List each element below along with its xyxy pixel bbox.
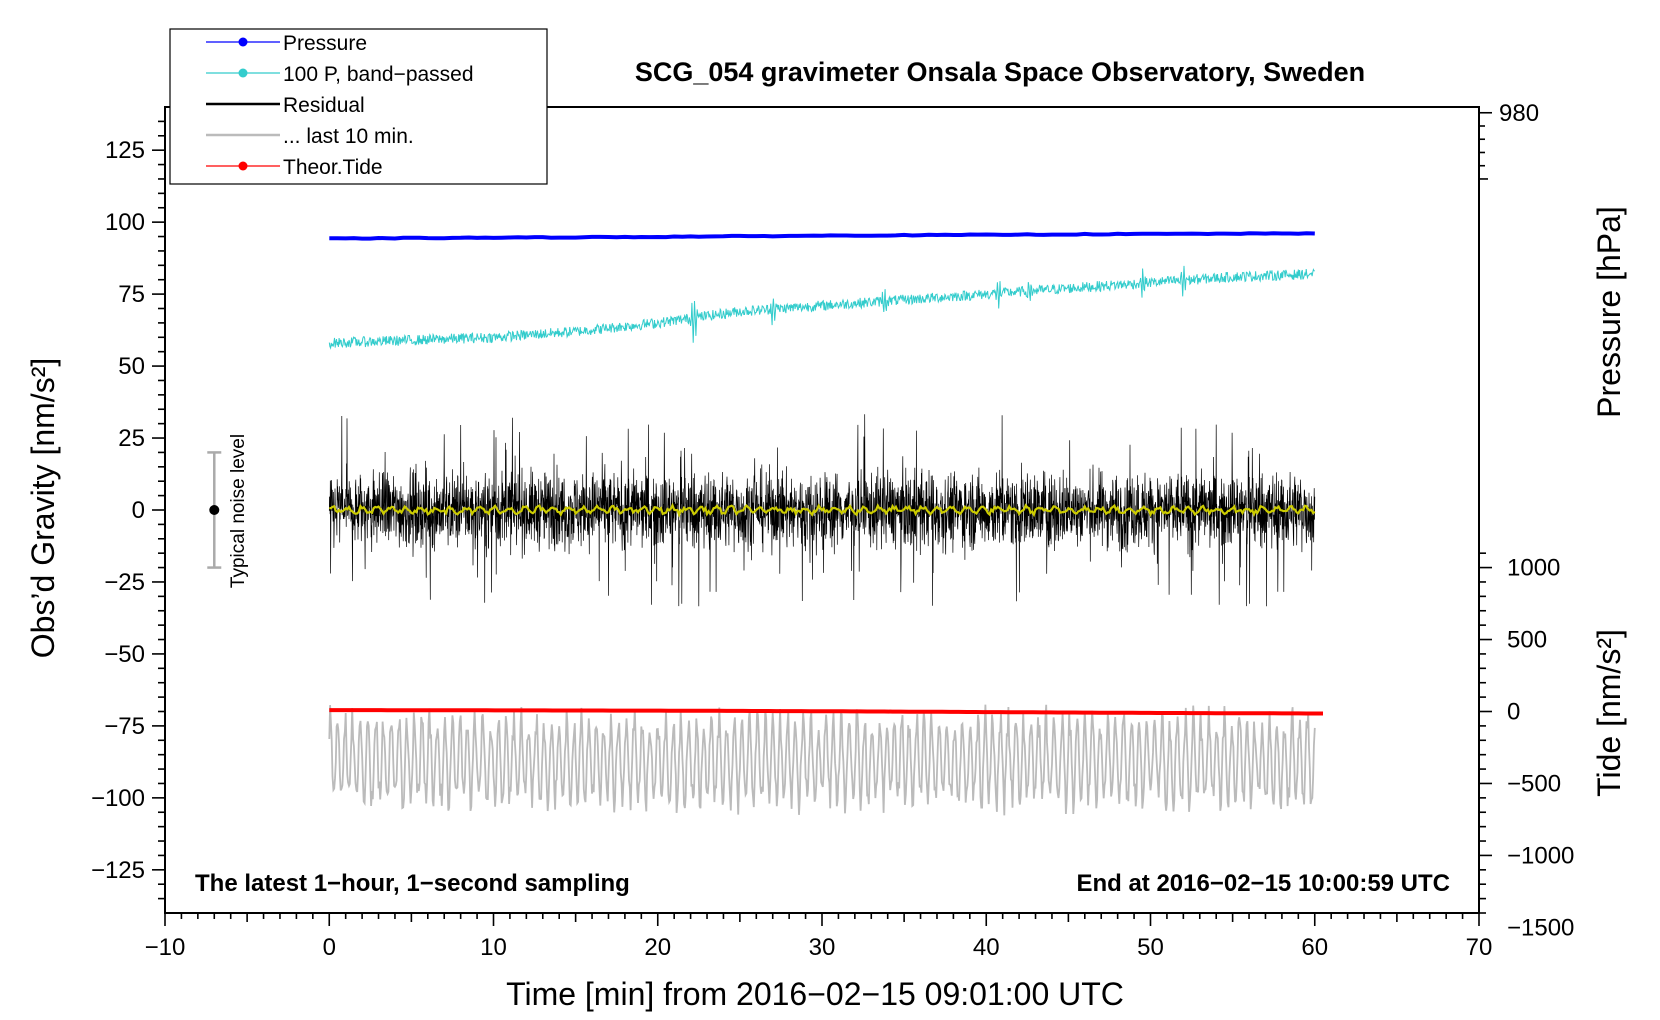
legend-swatch-dot [238, 37, 248, 47]
tide-tick-label: −1000 [1507, 842, 1574, 869]
series-residual [328, 414, 1316, 607]
x-tick-label: 50 [1137, 934, 1164, 961]
sampling-note: The latest 1−hour, 1−second sampling [195, 870, 630, 897]
chart-title: SCG_054 gravimeter Onsala Space Observat… [635, 57, 1365, 87]
x-tick-label: 40 [973, 934, 1000, 961]
tide-tick-label: 0 [1507, 699, 1520, 726]
legend-label: 100 P, band−passed [283, 63, 474, 86]
tide-tick-label: 1000 [1507, 555, 1560, 582]
noise-level-center-dot [209, 505, 220, 515]
y-tick-label: −125 [91, 857, 145, 884]
series-pressure [329, 231, 1315, 241]
tide-tick-label: 500 [1507, 627, 1547, 654]
series-pressure-band-passed [328, 265, 1315, 350]
y-tick-label: −50 [104, 641, 145, 668]
x-tick-label: −10 [145, 934, 186, 961]
pressure-tick-label: 980 [1499, 100, 1539, 127]
y-tick-label: 50 [118, 353, 145, 380]
legend-label: Pressure [283, 32, 367, 55]
x-tick-label: 10 [480, 934, 507, 961]
noise-level-label: Typical noise level [228, 434, 249, 588]
legend-label: Residual [283, 94, 365, 117]
y-tick-label: 75 [118, 281, 145, 308]
tide-tick-label: −1500 [1507, 914, 1574, 941]
x-tick-label: 30 [809, 934, 836, 961]
y-axis-label-pressure: Pressure [hPa] [1591, 206, 1627, 418]
x-axis-label: Time [min] from 2016−02−15 09:01:00 UTC [506, 976, 1124, 1012]
y-tick-label: −25 [104, 569, 145, 596]
legend-box [169, 28, 548, 185]
legend-label: Theor.Tide [283, 156, 383, 179]
y-tick-label: 125 [105, 137, 145, 164]
end-time-note: End at 2016−02−15 10:00:59 UTC [1076, 870, 1450, 897]
legend-label: ... last 10 min. [283, 125, 414, 148]
y-axis-label-gravity: Obs’d Gravity [nm/s²] [25, 358, 61, 659]
series-last-10-min [328, 704, 1316, 816]
tide-tick-label: −500 [1507, 770, 1561, 797]
legend-swatch-dot [238, 68, 248, 78]
y-axis-label-tide: Tide [nm/s²] [1591, 629, 1627, 797]
y-tick-label: 25 [118, 425, 145, 452]
y-tick-label: −75 [104, 713, 145, 740]
y-tick-label: 0 [132, 497, 145, 524]
x-tick-label: 20 [644, 934, 671, 961]
y-tick-label: 100 [105, 209, 145, 236]
series-theoretical-tide [329, 708, 1323, 716]
x-tick-label: 70 [1466, 934, 1493, 961]
x-tick-label: 60 [1301, 934, 1328, 961]
x-tick-label: 0 [323, 934, 336, 961]
series-residual-smoothed [329, 502, 1316, 518]
legend-swatch-dot [238, 161, 248, 171]
y-tick-label: −100 [91, 785, 145, 812]
